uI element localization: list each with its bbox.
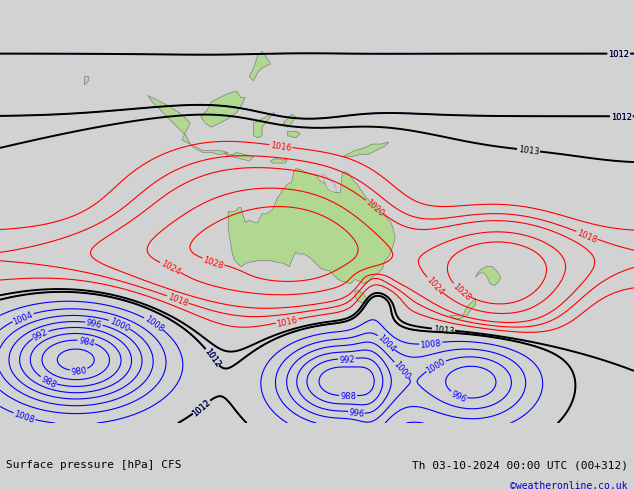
Polygon shape (271, 159, 287, 164)
Text: 1012: 1012 (202, 347, 222, 369)
Text: 1000: 1000 (425, 356, 447, 375)
Polygon shape (201, 92, 245, 128)
Polygon shape (450, 299, 476, 320)
Text: 1028: 1028 (202, 254, 224, 270)
Polygon shape (476, 267, 501, 286)
Text: 992: 992 (339, 354, 355, 364)
Text: ©weatheronline.co.uk: ©weatheronline.co.uk (510, 480, 628, 489)
Text: 984: 984 (77, 335, 95, 348)
Text: 1018: 1018 (576, 227, 598, 244)
Text: 988: 988 (340, 391, 356, 400)
Text: 1013: 1013 (517, 145, 540, 156)
Polygon shape (342, 143, 389, 157)
Text: 1028: 1028 (450, 281, 472, 302)
Text: 1000: 1000 (108, 316, 131, 333)
Text: 996: 996 (450, 388, 468, 403)
Text: 1008: 1008 (420, 338, 442, 349)
Text: 1012: 1012 (191, 397, 212, 418)
Text: 1012: 1012 (202, 347, 222, 369)
Polygon shape (228, 169, 395, 284)
Polygon shape (84, 77, 89, 86)
Text: 1024: 1024 (424, 275, 445, 296)
Polygon shape (233, 153, 254, 162)
Polygon shape (321, 174, 336, 193)
Text: 1012: 1012 (608, 50, 630, 59)
Text: 1024: 1024 (159, 259, 181, 277)
Text: 996: 996 (86, 318, 103, 330)
Text: 1016: 1016 (269, 141, 292, 153)
Text: 1020: 1020 (363, 197, 385, 218)
Text: 1012: 1012 (611, 112, 632, 121)
Text: 1012: 1012 (608, 50, 630, 59)
Text: Th 03-10-2024 00:00 UTC (00+312): Th 03-10-2024 00:00 UTC (00+312) (411, 459, 628, 469)
Polygon shape (287, 132, 300, 138)
Polygon shape (355, 290, 368, 303)
Polygon shape (254, 113, 275, 138)
Polygon shape (190, 145, 228, 156)
Text: 996: 996 (349, 407, 365, 418)
Text: 1008: 1008 (143, 314, 165, 333)
Polygon shape (249, 52, 271, 82)
Polygon shape (224, 153, 233, 157)
Polygon shape (283, 115, 296, 128)
Text: Surface pressure [hPa] CFS: Surface pressure [hPa] CFS (6, 459, 182, 469)
Text: 988: 988 (39, 374, 58, 389)
Text: 1016: 1016 (276, 315, 299, 328)
Text: 1013: 1013 (432, 324, 455, 335)
Text: 1000: 1000 (391, 359, 411, 381)
Text: 980: 980 (70, 365, 87, 376)
Text: 992: 992 (31, 327, 49, 342)
Text: 1004: 1004 (11, 309, 34, 326)
Text: 1018: 1018 (166, 292, 190, 308)
Text: 1004: 1004 (375, 333, 397, 354)
Text: 1012: 1012 (611, 112, 632, 121)
Polygon shape (148, 96, 190, 145)
Text: 1012: 1012 (191, 397, 212, 418)
Text: 1008: 1008 (13, 409, 36, 424)
